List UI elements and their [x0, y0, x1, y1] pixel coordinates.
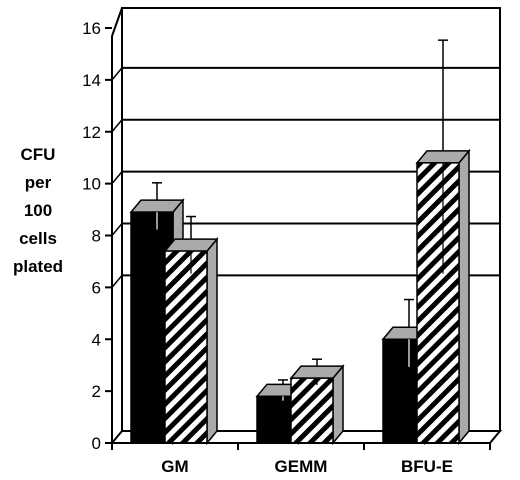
y-tick-label: 8 [92, 227, 101, 246]
bar-side [206, 236, 218, 446]
y-tick-label: 6 [92, 278, 101, 297]
y-tick-label: 12 [82, 123, 101, 142]
gridline-side [111, 171, 123, 185]
bar-side [458, 148, 470, 446]
y-axis-label-line: per [25, 173, 52, 192]
bar [416, 162, 460, 444]
bar-top [129, 199, 185, 213]
gridline-side [111, 274, 123, 288]
bar [164, 250, 208, 444]
y-tick-label: 4 [92, 330, 101, 349]
y-tick-label: 16 [82, 19, 101, 38]
bar-top [289, 365, 345, 379]
y-axis-label-line: CFU [21, 145, 56, 164]
bar [290, 377, 334, 444]
bar-side [332, 364, 344, 446]
bars [129, 39, 471, 446]
bar-top [163, 238, 219, 252]
y-tick-label: 0 [92, 434, 101, 453]
y-tick-label: 14 [82, 71, 101, 90]
y-axis-top-edge [111, 7, 123, 37]
gridline-side [111, 67, 123, 81]
y-axis-label-line: cells [19, 229, 57, 248]
gridline-side [111, 119, 123, 133]
x-category-label: GEMM [275, 457, 328, 476]
y-tick-label: 10 [82, 175, 101, 194]
x-category-label: GM [161, 457, 188, 476]
axes [111, 7, 491, 450]
x-category-labels: GM GEMM BFU-E [161, 457, 453, 476]
y-axis-label-line: 100 [24, 201, 52, 220]
gridline-side [111, 223, 123, 236]
y-ticks: 0 2 4 6 8 10 12 14 16 [82, 19, 112, 453]
bar-top [415, 150, 471, 164]
y-axis-label-line: plated [13, 257, 63, 276]
x-category-label: BFU-E [401, 457, 453, 476]
y-tick-label: 2 [92, 382, 101, 401]
